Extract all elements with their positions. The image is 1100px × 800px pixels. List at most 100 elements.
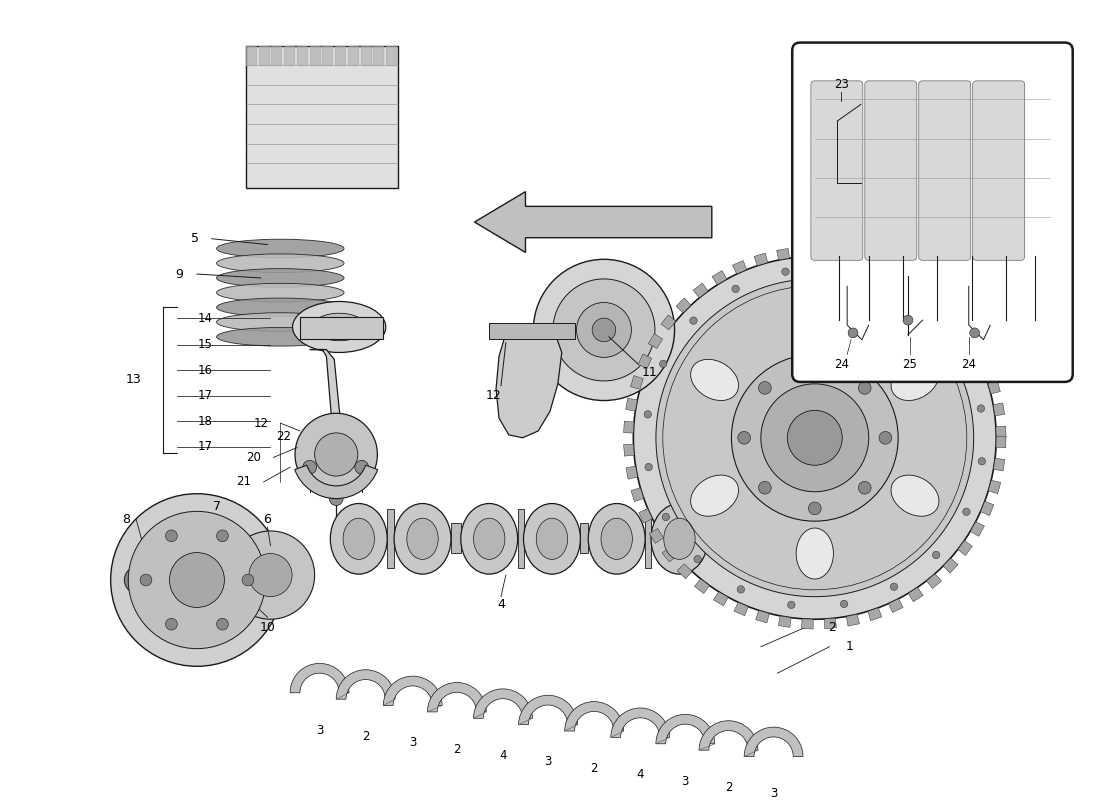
Polygon shape — [958, 541, 972, 555]
FancyBboxPatch shape — [972, 81, 1025, 260]
Text: 17: 17 — [198, 440, 213, 453]
Text: 21: 21 — [236, 475, 252, 489]
Polygon shape — [694, 578, 710, 594]
Polygon shape — [942, 302, 957, 317]
Circle shape — [858, 482, 871, 494]
Circle shape — [928, 313, 936, 320]
Polygon shape — [889, 598, 903, 613]
Circle shape — [738, 431, 750, 444]
Circle shape — [970, 328, 979, 338]
Circle shape — [978, 458, 986, 465]
Polygon shape — [518, 510, 524, 568]
Circle shape — [166, 618, 177, 630]
Text: 2: 2 — [362, 730, 370, 743]
Ellipse shape — [691, 359, 738, 401]
Text: 9: 9 — [175, 267, 184, 281]
Wedge shape — [295, 466, 377, 498]
Ellipse shape — [796, 528, 834, 579]
Wedge shape — [656, 714, 715, 744]
Text: 13: 13 — [125, 374, 141, 386]
Text: 3: 3 — [316, 723, 323, 737]
Polygon shape — [926, 574, 942, 589]
Polygon shape — [451, 523, 461, 553]
Ellipse shape — [461, 503, 518, 574]
Polygon shape — [957, 318, 971, 334]
Wedge shape — [383, 676, 442, 706]
Polygon shape — [909, 587, 923, 602]
Wedge shape — [564, 702, 624, 731]
Polygon shape — [649, 529, 663, 543]
Circle shape — [329, 492, 343, 506]
Text: 22: 22 — [276, 430, 290, 443]
Polygon shape — [626, 466, 638, 479]
Wedge shape — [473, 689, 532, 718]
Polygon shape — [996, 426, 1006, 438]
Ellipse shape — [407, 518, 438, 559]
Polygon shape — [624, 421, 634, 433]
Polygon shape — [693, 283, 708, 298]
Wedge shape — [518, 695, 578, 725]
Polygon shape — [662, 547, 676, 562]
Circle shape — [788, 410, 843, 466]
Ellipse shape — [217, 313, 344, 331]
Polygon shape — [887, 262, 902, 276]
Polygon shape — [943, 558, 958, 573]
Circle shape — [355, 460, 368, 474]
Text: 3: 3 — [770, 787, 778, 800]
Wedge shape — [745, 727, 803, 757]
Text: 25: 25 — [902, 358, 917, 370]
Ellipse shape — [588, 503, 645, 574]
Circle shape — [129, 511, 265, 649]
Circle shape — [759, 382, 771, 394]
Ellipse shape — [217, 269, 344, 287]
Text: 15: 15 — [198, 338, 212, 351]
Circle shape — [858, 382, 871, 394]
Ellipse shape — [217, 327, 344, 346]
Circle shape — [840, 600, 848, 608]
Polygon shape — [678, 564, 692, 578]
Polygon shape — [802, 618, 813, 629]
Polygon shape — [970, 522, 985, 536]
Ellipse shape — [312, 314, 366, 341]
Polygon shape — [988, 380, 1000, 394]
Polygon shape — [310, 350, 365, 460]
Bar — [490, 323, 575, 338]
Ellipse shape — [330, 503, 387, 574]
Wedge shape — [610, 708, 670, 738]
Ellipse shape — [537, 518, 568, 559]
Text: 2: 2 — [725, 781, 733, 794]
Text: 16: 16 — [198, 364, 213, 377]
Ellipse shape — [293, 302, 386, 353]
Wedge shape — [428, 682, 486, 712]
Text: 2: 2 — [591, 762, 598, 774]
Polygon shape — [993, 403, 1004, 416]
Polygon shape — [993, 458, 1004, 471]
Polygon shape — [845, 249, 858, 261]
Circle shape — [960, 355, 968, 362]
Polygon shape — [733, 261, 747, 274]
Polygon shape — [800, 246, 812, 257]
Bar — [300, 317, 383, 338]
Text: 18: 18 — [198, 414, 212, 428]
Polygon shape — [676, 298, 691, 313]
Circle shape — [295, 414, 377, 496]
Ellipse shape — [394, 503, 451, 574]
Text: 1: 1 — [845, 640, 854, 653]
Text: 12: 12 — [253, 417, 268, 430]
Polygon shape — [969, 338, 983, 353]
Polygon shape — [638, 354, 651, 368]
Text: 3: 3 — [409, 736, 417, 750]
Circle shape — [788, 601, 795, 609]
Circle shape — [553, 279, 654, 381]
Circle shape — [808, 502, 822, 514]
Circle shape — [933, 551, 939, 558]
Ellipse shape — [691, 475, 738, 516]
Circle shape — [249, 554, 293, 597]
Circle shape — [662, 514, 670, 521]
Text: 24: 24 — [961, 358, 977, 370]
Polygon shape — [868, 608, 882, 621]
Text: 4: 4 — [499, 749, 507, 762]
Polygon shape — [246, 46, 398, 188]
Circle shape — [166, 530, 177, 542]
Circle shape — [879, 431, 892, 444]
